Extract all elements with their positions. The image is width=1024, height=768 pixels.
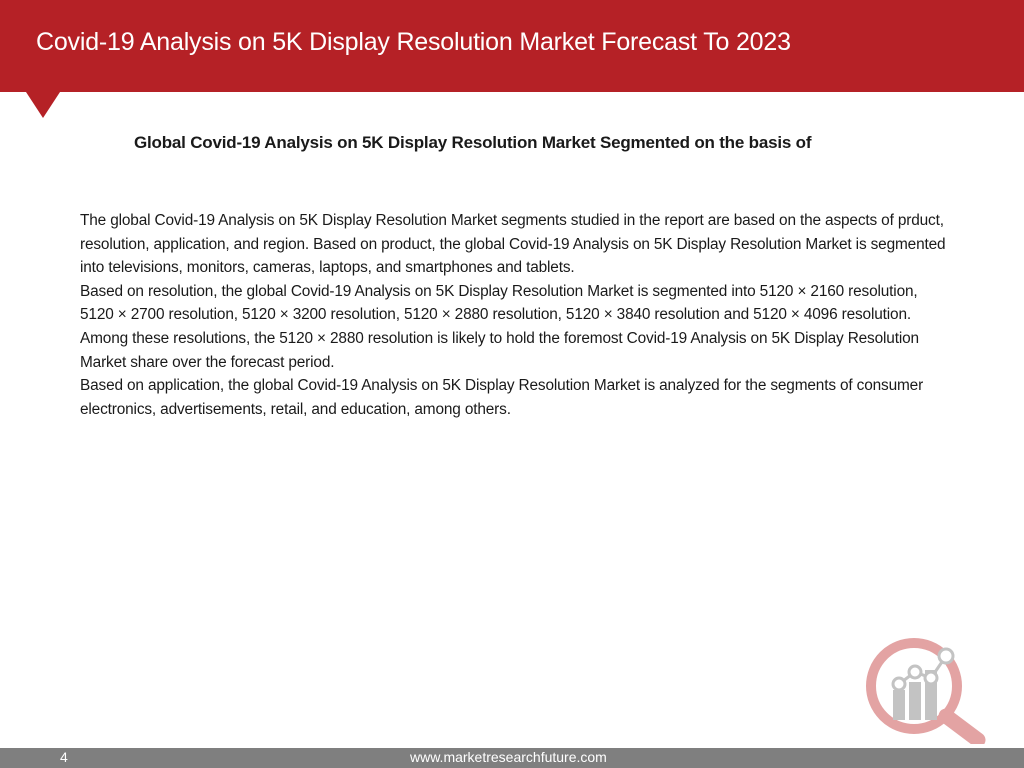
body-text: The global Covid-19 Analysis on 5K Displ… xyxy=(80,209,952,421)
footer-bar: 4 www.marketresearchfuture.com xyxy=(0,748,1024,768)
section-subtitle: Global Covid-19 Analysis on 5K Display R… xyxy=(134,133,812,152)
website-link[interactable]: www.marketresearchfuture.com xyxy=(410,749,607,765)
paragraph-product: The global Covid-19 Analysis on 5K Displ… xyxy=(80,212,946,277)
magnifier-chart-logo-icon xyxy=(866,638,986,744)
paragraph-application: Based on application, the global Covid-1… xyxy=(80,377,924,418)
header-bar: Covid-19 Analysis on 5K Display Resoluti… xyxy=(0,0,1024,92)
slide-title: Covid-19 Analysis on 5K Display Resoluti… xyxy=(36,28,791,56)
page-number: 4 xyxy=(60,749,68,765)
paragraph-resolution: Based on resolution, the global Covid-19… xyxy=(80,282,919,371)
header-pointer xyxy=(26,92,60,118)
